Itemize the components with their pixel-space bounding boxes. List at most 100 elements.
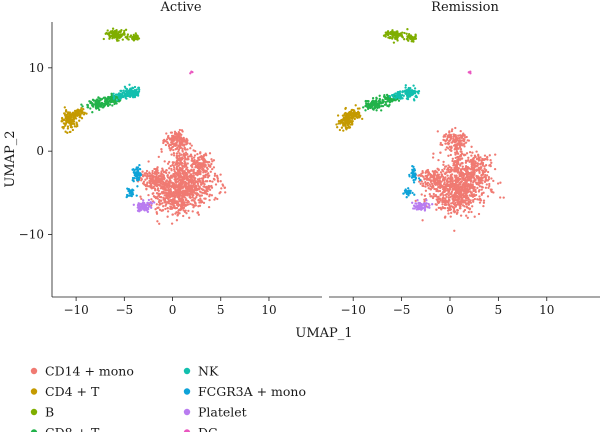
point bbox=[115, 34, 119, 37]
point bbox=[415, 206, 418, 209]
point bbox=[202, 171, 205, 174]
point bbox=[156, 168, 159, 172]
point bbox=[418, 174, 421, 177]
point bbox=[82, 108, 85, 111]
point bbox=[131, 89, 134, 93]
legend-item: FCGR3A + mono bbox=[183, 384, 306, 399]
point bbox=[169, 199, 173, 203]
points-active bbox=[60, 27, 227, 225]
point bbox=[342, 129, 345, 132]
point bbox=[219, 190, 222, 194]
point bbox=[384, 35, 387, 38]
point bbox=[173, 178, 176, 181]
x-axis-label: UMAP_1 bbox=[295, 326, 352, 341]
legend: CD14 + mono CD4 + T B CD8 + T NK FCGR3A + mon… bbox=[30, 364, 306, 432]
point bbox=[448, 131, 451, 134]
point bbox=[183, 185, 186, 188]
point bbox=[178, 128, 182, 132]
point bbox=[471, 151, 474, 154]
point bbox=[454, 151, 457, 154]
point bbox=[199, 155, 202, 159]
point bbox=[184, 161, 187, 164]
point bbox=[209, 170, 212, 173]
point bbox=[458, 195, 461, 198]
point bbox=[168, 171, 171, 174]
point bbox=[401, 90, 404, 93]
point bbox=[424, 183, 428, 186]
point bbox=[170, 167, 173, 171]
point bbox=[62, 127, 65, 130]
point bbox=[172, 168, 176, 171]
point bbox=[473, 197, 477, 201]
x-tick-label: 5 bbox=[495, 303, 503, 317]
point bbox=[66, 113, 69, 116]
point bbox=[345, 114, 348, 117]
point bbox=[472, 156, 476, 160]
point bbox=[199, 167, 202, 170]
point bbox=[165, 180, 168, 183]
point bbox=[428, 178, 431, 181]
x-ticks-active: −10 −5 0 5 10 bbox=[63, 297, 277, 317]
point bbox=[452, 206, 455, 209]
point bbox=[451, 168, 454, 172]
point bbox=[115, 38, 118, 41]
point bbox=[192, 191, 196, 194]
point bbox=[131, 36, 134, 39]
point bbox=[341, 121, 344, 124]
point bbox=[394, 31, 397, 35]
point bbox=[476, 186, 479, 190]
point bbox=[445, 187, 448, 190]
point bbox=[446, 141, 450, 145]
point bbox=[439, 143, 442, 146]
point bbox=[172, 152, 176, 155]
point bbox=[427, 187, 430, 190]
point bbox=[488, 184, 491, 188]
point bbox=[172, 191, 175, 194]
point bbox=[372, 103, 375, 107]
point bbox=[438, 186, 442, 189]
point bbox=[478, 201, 482, 204]
point bbox=[193, 179, 196, 182]
panel-active bbox=[60, 27, 227, 225]
point bbox=[178, 203, 181, 207]
point bbox=[181, 150, 184, 153]
point bbox=[64, 109, 68, 112]
point bbox=[181, 195, 184, 198]
point bbox=[104, 103, 107, 106]
point bbox=[149, 180, 152, 184]
point bbox=[367, 99, 370, 103]
point bbox=[170, 153, 173, 156]
point bbox=[213, 172, 217, 175]
point bbox=[458, 197, 461, 201]
point bbox=[454, 176, 457, 179]
point bbox=[433, 170, 437, 173]
point bbox=[464, 141, 468, 144]
point bbox=[467, 167, 471, 170]
point bbox=[421, 170, 424, 173]
point bbox=[402, 192, 405, 195]
point bbox=[76, 124, 79, 128]
point bbox=[172, 206, 175, 209]
point bbox=[206, 180, 209, 183]
point bbox=[425, 174, 428, 178]
point bbox=[137, 86, 141, 89]
point bbox=[471, 187, 474, 190]
point bbox=[169, 175, 172, 179]
point bbox=[108, 31, 111, 34]
point bbox=[424, 189, 428, 192]
point bbox=[132, 168, 135, 171]
point bbox=[197, 198, 200, 202]
point bbox=[107, 100, 110, 103]
point bbox=[184, 196, 187, 199]
point bbox=[138, 167, 142, 171]
point bbox=[425, 199, 428, 202]
point bbox=[135, 88, 138, 91]
point bbox=[474, 169, 478, 172]
point bbox=[125, 87, 129, 91]
point bbox=[477, 183, 480, 186]
point bbox=[337, 122, 340, 125]
point bbox=[185, 189, 188, 192]
point bbox=[467, 189, 470, 192]
legend-swatch bbox=[183, 388, 191, 395]
